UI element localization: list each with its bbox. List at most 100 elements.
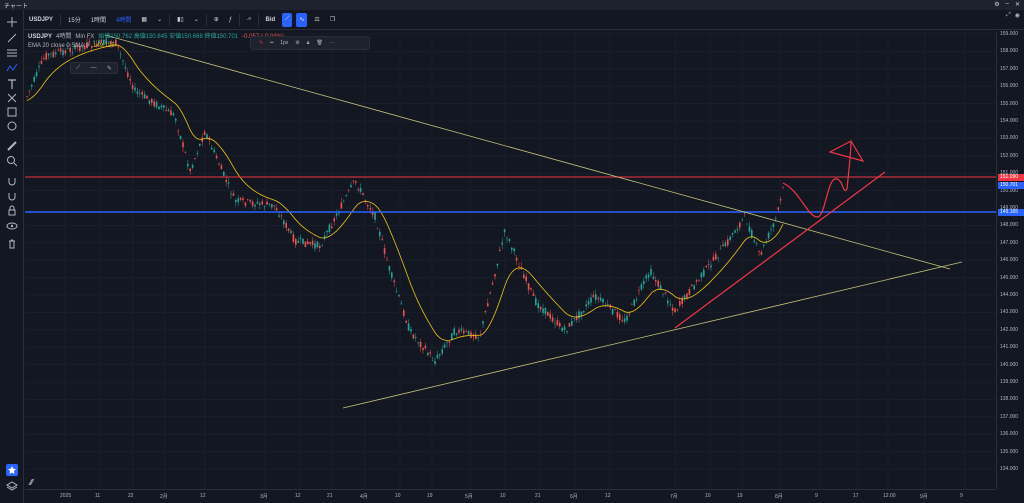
lock-icon[interactable]: 🔒︎ — [306, 40, 310, 46]
more-icon[interactable]: ⋯ — [329, 40, 335, 46]
interval-dropdown-icon[interactable]: ⌄ — [157, 17, 163, 23]
candle-body — [71, 51, 74, 53]
candle-body — [172, 113, 175, 116]
candle-body — [475, 334, 477, 339]
candle-body — [292, 234, 295, 243]
legend-ma-value: 149.125 — [93, 43, 115, 49]
candle-body — [518, 266, 520, 268]
candle-body — [566, 331, 568, 332]
candle-body — [674, 308, 676, 313]
candle-style-icon[interactable]: ▮▯ — [177, 17, 184, 23]
candle-body — [602, 298, 604, 303]
wave-mode-icon[interactable]: ∿ — [296, 12, 308, 27]
candle-body — [652, 276, 655, 279]
time-tick-label: 19 — [427, 493, 433, 499]
time-tick-label: 8月 — [775, 494, 783, 500]
time-tick-label: 12 — [295, 493, 301, 499]
fib-icon[interactable] — [6, 47, 18, 59]
candle-body — [43, 58, 45, 60]
trendline-icon[interactable] — [6, 32, 18, 44]
candle-body — [340, 202, 343, 209]
ruler-icon[interactable] — [6, 140, 18, 152]
candle-body — [508, 239, 511, 241]
crosshair-icon[interactable] — [6, 16, 18, 28]
line-tool-icon[interactable]: ⟋ — [76, 64, 81, 71]
candle-body — [400, 303, 403, 305]
interval-1h-button[interactable]: 1時間 — [90, 18, 107, 24]
zoom-icon[interactable] — [6, 155, 18, 167]
minimize-icon[interactable]: – — [1005, 1, 1009, 7]
pattern-icon[interactable] — [6, 62, 18, 74]
price-axis[interactable]: 159.000 158.000 157.000 156.000 155.000 154.0… — [996, 31, 1024, 489]
candle-body — [93, 40, 95, 42]
candle-body — [218, 164, 220, 165]
dash-tool-icon[interactable]: — — [90, 65, 97, 71]
candle-body — [655, 279, 657, 282]
interval-15m-button[interactable]: 15分 — [68, 18, 81, 24]
trash-icon[interactable]: 🗑︎ — [316, 40, 323, 46]
candle-body — [40, 61, 43, 64]
candle-body — [374, 212, 376, 220]
magnet-icon[interactable] — [6, 175, 18, 187]
chevron-down-icon[interactable]: ⌄ — [193, 17, 199, 23]
trash-icon[interactable] — [6, 238, 18, 250]
settings-icon[interactable]: ⚙ — [295, 40, 300, 46]
candle-body — [227, 182, 230, 184]
time-tick-label: 4月 — [360, 494, 368, 500]
candle-body — [141, 91, 143, 95]
interval-4h-button[interactable]: 4時間 — [116, 18, 132, 24]
time-tick-label: 10 — [705, 493, 711, 499]
price-chart[interactable] — [25, 31, 996, 489]
alert-icon[interactable]: ⚖ — [314, 17, 320, 23]
measure-icon[interactable] — [6, 106, 18, 118]
candle-body — [592, 294, 595, 297]
pencil-tool-icon[interactable]: ✎ — [106, 65, 112, 72]
brush-icon[interactable] — [6, 120, 18, 132]
eye-icon[interactable] — [6, 220, 18, 232]
time-axis[interactable]: 2025 11 22 2月 12 3月 12 21 4月 10 19 5月 10 21 6月 12 7月 10 19… — [25, 489, 996, 503]
time-tick-label: 12:00 — [883, 493, 896, 499]
text-icon[interactable] — [6, 78, 18, 90]
camera-icon[interactable]: ◉ — [1014, 13, 1020, 19]
layers-icon[interactable] — [6, 480, 18, 492]
compare-icon[interactable]: ⩘ — [247, 16, 251, 22]
line-width-icon[interactable]: ━ — [270, 40, 274, 46]
top-right-icons: ⤢ ◉ — [1006, 12, 1020, 19]
candle-body — [549, 313, 551, 319]
line-mode-icon[interactable]: ⟋ — [282, 12, 293, 27]
time-tick-label: 3月 — [260, 494, 268, 500]
candle-body — [403, 310, 405, 316]
close-icon[interactable]: ✕ — [1014, 2, 1020, 8]
candle-body — [691, 284, 693, 287]
candle-body — [628, 313, 631, 315]
candle-body — [621, 320, 623, 322]
lock-draw-icon[interactable] — [6, 190, 18, 202]
candle-body — [112, 42, 115, 44]
settings-icon[interactable]: ⚙ — [994, 2, 1000, 8]
fullscreen-icon[interactable]: ⤢ — [1005, 12, 1011, 18]
layout-icon[interactable]: ❐ — [329, 17, 336, 23]
color-picker-icon[interactable]: ✎ — [259, 40, 264, 46]
candle-body — [746, 223, 748, 225]
candle-body — [698, 279, 700, 281]
candle-body — [100, 39, 103, 43]
toolbar-separator — [169, 13, 171, 26]
indicators-icon[interactable]: ƒ — [228, 16, 233, 23]
candle-body — [494, 274, 496, 277]
candle-body — [405, 320, 407, 323]
candle-body — [395, 290, 398, 292]
add-indicator-icon[interactable]: ⊕ — [213, 17, 219, 23]
line-width-label[interactable]: 1px — [280, 40, 289, 46]
candle-body — [455, 333, 458, 335]
node-icon[interactable] — [6, 92, 18, 104]
candle-body — [734, 230, 736, 233]
bid-button[interactable]: Bid — [265, 16, 276, 23]
price-tick-label: 143.000 — [1000, 309, 1019, 316]
calendar-icon[interactable]: ▦ — [141, 17, 148, 23]
candle-body — [139, 93, 141, 95]
symbol-selector[interactable]: USDJPY — [29, 16, 54, 23]
lock-icon[interactable] — [6, 205, 18, 217]
candle-body — [151, 98, 153, 103]
favorites-icon[interactable] — [6, 464, 18, 476]
candle-body — [544, 307, 547, 315]
